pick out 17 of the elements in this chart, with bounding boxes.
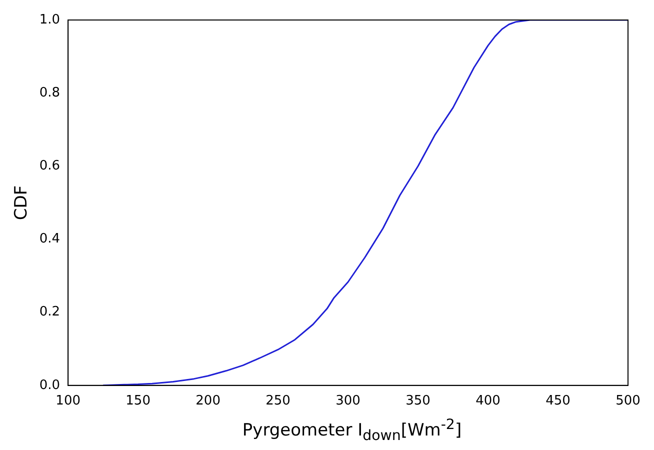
y-tick-label: 0.0 [39, 378, 60, 393]
x-tick-label: 100 [56, 394, 80, 409]
y-tick-label: 0.8 [39, 85, 60, 100]
y-tick-label: 0.2 [39, 304, 60, 320]
x-tick-label: 250 [266, 394, 290, 409]
y-tick-label: 0.4 [39, 232, 60, 247]
x-tick-label: 200 [196, 394, 220, 409]
x-tick-label: 500 [616, 394, 640, 409]
x-axis-title: Pyrgeometer I$_{down}$[Wm$^{-2}$] [241, 416, 463, 446]
x-tick-label: 150 [126, 394, 150, 409]
y-tick-label: 1.0 [39, 12, 60, 28]
x-tick-label: 350 [406, 394, 430, 409]
x-tick-label: 450 [546, 394, 570, 409]
y-axis-title: CDF [12, 185, 32, 220]
y-tick-label: 0.6 [39, 158, 60, 174]
x-tick-label: 400 [476, 394, 500, 409]
x-tick-label: 300 [336, 394, 360, 409]
